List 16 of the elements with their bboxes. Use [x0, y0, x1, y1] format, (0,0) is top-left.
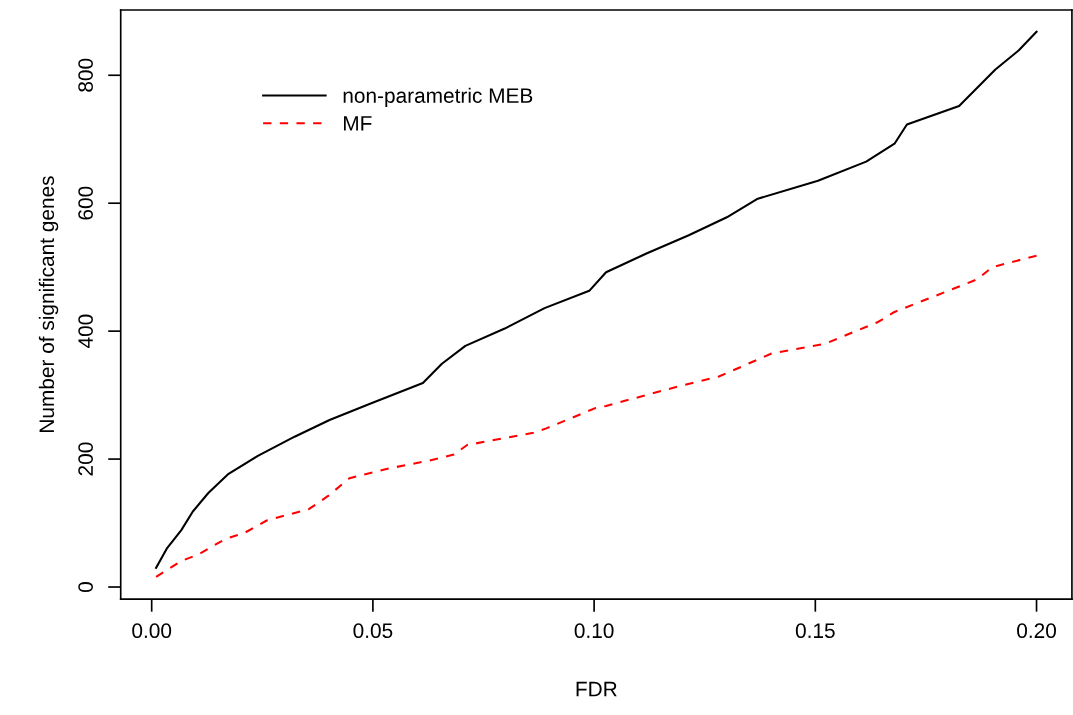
y-tick-label: 400 — [78, 314, 93, 349]
y-tick-label: 600 — [78, 186, 93, 220]
y-tick-label: 200 — [78, 442, 93, 476]
x-tick-label: 0.05 — [353, 623, 393, 639]
legend-label: non-parametric MEB — [343, 87, 533, 108]
x-axis-title: FDR — [576, 681, 617, 697]
legend-label: MF — [344, 116, 372, 131]
x-tick-label: 0.20 — [1017, 623, 1056, 639]
line-series — [155, 254, 1038, 578]
x-tick-label: 0.15 — [795, 623, 835, 639]
y-tick-label: 0 — [78, 582, 93, 592]
y-axis-title: Number of significant genes — [38, 176, 59, 432]
y-tick-label: 800 — [78, 58, 93, 92]
line-series — [155, 30, 1038, 569]
x-tick-label: 0.00 — [132, 623, 172, 639]
x-tick-label: 0.10 — [574, 623, 614, 639]
